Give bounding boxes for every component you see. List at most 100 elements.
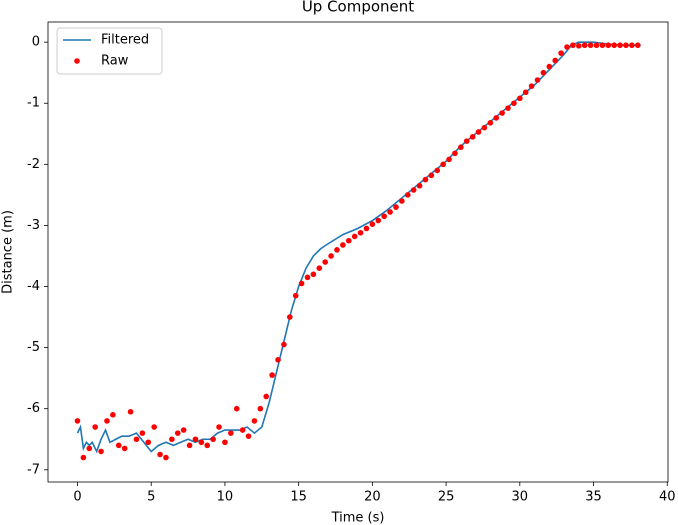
data-point bbox=[617, 42, 623, 49]
data-point bbox=[463, 138, 470, 144]
y-tick-label: -4 bbox=[27, 279, 40, 294]
data-point bbox=[287, 314, 293, 320]
data-point bbox=[74, 418, 81, 424]
data-point bbox=[210, 436, 216, 443]
data-point bbox=[180, 427, 187, 433]
data-point bbox=[575, 43, 582, 49]
data-point bbox=[558, 50, 564, 56]
data-point bbox=[605, 42, 612, 49]
x-tick-label: 5 bbox=[147, 490, 155, 505]
y-tick-label: -1 bbox=[27, 96, 40, 111]
data-point bbox=[192, 436, 199, 443]
legend-label: Filtered bbox=[101, 33, 149, 48]
data-point bbox=[393, 204, 399, 210]
data-point bbox=[493, 115, 500, 121]
data-point bbox=[540, 69, 547, 76]
data-point bbox=[328, 253, 334, 259]
data-point bbox=[422, 176, 429, 183]
data-point bbox=[269, 372, 275, 378]
data-point bbox=[404, 192, 411, 198]
data-point bbox=[634, 42, 641, 49]
data-point bbox=[534, 77, 541, 83]
data-point bbox=[304, 274, 311, 281]
data-point bbox=[351, 233, 358, 240]
data-point bbox=[80, 454, 87, 461]
data-point bbox=[487, 119, 494, 126]
data-point bbox=[145, 439, 152, 446]
y-tick-label: -2 bbox=[27, 157, 40, 172]
data-point bbox=[387, 209, 393, 215]
data-point bbox=[570, 42, 576, 49]
data-point bbox=[416, 182, 423, 189]
data-point bbox=[522, 89, 529, 96]
y-tick-label: -7 bbox=[27, 462, 40, 477]
data-point bbox=[428, 172, 435, 179]
data-point bbox=[151, 424, 157, 430]
x-tick-label: 10 bbox=[217, 490, 234, 505]
data-point bbox=[298, 280, 305, 287]
data-point bbox=[263, 393, 270, 400]
data-point bbox=[127, 408, 134, 415]
data-point bbox=[340, 242, 346, 248]
data-point bbox=[98, 448, 104, 455]
x-tick-label: 35 bbox=[585, 490, 602, 505]
data-point bbox=[517, 95, 523, 102]
data-point bbox=[334, 247, 340, 253]
data-point bbox=[233, 405, 240, 412]
x-tick-label: 15 bbox=[290, 490, 307, 505]
data-point bbox=[92, 424, 98, 430]
data-point bbox=[121, 445, 128, 452]
data-point bbox=[163, 454, 169, 461]
legend-marker bbox=[74, 58, 80, 64]
data-point bbox=[475, 129, 482, 135]
data-point bbox=[204, 442, 211, 449]
data-point bbox=[469, 134, 476, 140]
data-point bbox=[593, 42, 600, 49]
data-point bbox=[552, 57, 559, 64]
data-point bbox=[216, 424, 222, 430]
data-point bbox=[310, 271, 317, 278]
data-point bbox=[186, 442, 193, 449]
y-axis-label: Distance (m) bbox=[1, 210, 16, 294]
data-point bbox=[222, 439, 228, 446]
data-point bbox=[345, 237, 352, 244]
data-point bbox=[629, 42, 635, 49]
data-point bbox=[581, 42, 588, 49]
data-point bbox=[322, 259, 328, 265]
axes-frame bbox=[47, 21, 669, 483]
data-point bbox=[228, 430, 234, 436]
data-point bbox=[239, 427, 246, 433]
data-point bbox=[399, 198, 405, 204]
data-point bbox=[564, 44, 570, 50]
data-point bbox=[410, 187, 417, 193]
x-axis-label: Time (s) bbox=[331, 511, 385, 525]
data-point bbox=[505, 105, 511, 111]
data-point bbox=[511, 100, 517, 107]
legend-label: Raw bbox=[101, 54, 129, 69]
y-tick-label: -6 bbox=[27, 401, 40, 416]
data-point bbox=[198, 439, 205, 446]
data-point bbox=[375, 217, 382, 224]
data-point bbox=[115, 442, 122, 449]
data-point bbox=[86, 445, 93, 452]
chart-title: Up Component bbox=[302, 0, 414, 16]
data-point bbox=[316, 265, 323, 271]
data-point bbox=[369, 221, 376, 228]
data-point bbox=[458, 144, 464, 151]
data-point bbox=[587, 42, 594, 49]
data-point bbox=[139, 430, 146, 436]
data-point bbox=[528, 83, 535, 89]
data-point bbox=[481, 124, 488, 131]
data-point bbox=[245, 433, 252, 439]
data-point bbox=[104, 418, 110, 424]
data-point bbox=[440, 161, 446, 168]
data-point bbox=[452, 150, 458, 157]
data-point bbox=[499, 110, 505, 116]
data-point bbox=[546, 63, 553, 70]
data-point bbox=[281, 341, 287, 348]
x-tick-label: 30 bbox=[512, 490, 529, 505]
x-tick-label: 0 bbox=[73, 490, 81, 505]
data-point bbox=[157, 451, 163, 458]
